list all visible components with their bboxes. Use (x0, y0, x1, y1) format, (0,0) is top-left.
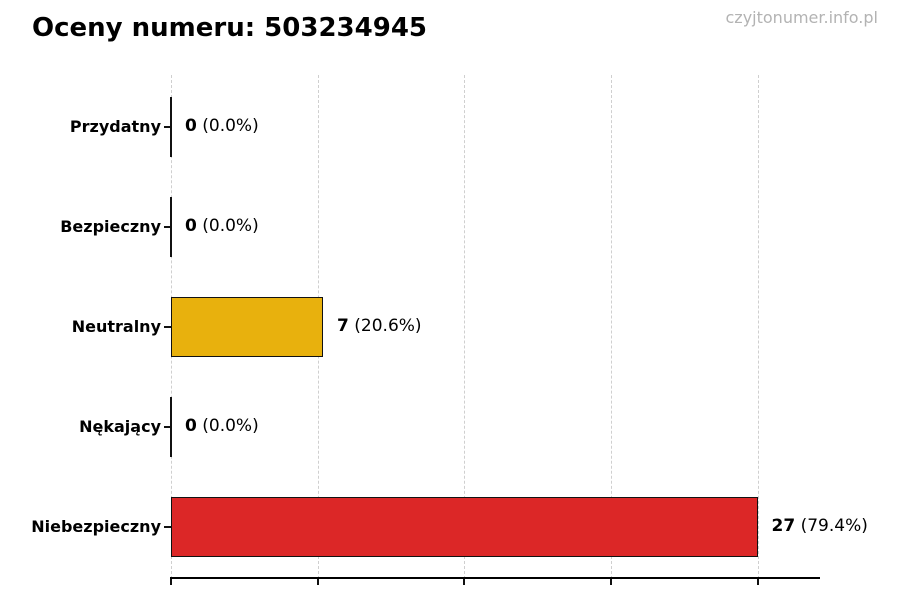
y-axis-tick (164, 226, 171, 228)
value-percent: (0.0%) (196, 216, 259, 236)
value-count: 7 (337, 316, 349, 336)
x-gridline (757, 75, 759, 579)
watermark-text: czyjtonumer.info.pl (725, 8, 879, 27)
x-gridline (464, 75, 466, 579)
bar-nękający (170, 397, 172, 457)
bar-niebezpieczny (171, 497, 758, 557)
value-percent: (20.6%) (348, 316, 422, 336)
x-axis-tick (463, 579, 466, 585)
x-axis-tick (170, 579, 172, 585)
x-axis-tick (756, 579, 759, 585)
value-count: 0 (185, 416, 197, 436)
category-label: Nękający (79, 417, 161, 436)
bar-przydatny (170, 97, 172, 157)
category-label: Niebezpieczny (31, 517, 161, 536)
value-count: 0 (185, 116, 197, 136)
bar-neutralny (171, 297, 324, 357)
bar-bezpieczny (170, 197, 172, 257)
chart-title: Oceny numeru: 503234945 (32, 13, 428, 43)
value-percent: (79.4%) (795, 516, 868, 536)
x-axis-tick (316, 579, 319, 585)
x-axis-tick (609, 579, 612, 585)
value-percent: (0.0%) (196, 116, 259, 136)
category-label: Bezpieczny (60, 217, 161, 236)
y-axis-tick (164, 126, 171, 128)
x-axis-line (170, 577, 820, 579)
category-label: Neutralny (71, 317, 161, 336)
y-axis-tick (164, 426, 171, 428)
value-label: 7 (20.6%) (337, 316, 422, 336)
value-label: 27 (79.4%) (772, 516, 868, 536)
value-label: 0 (0.0%) (185, 216, 259, 236)
y-axis-tick (164, 326, 171, 328)
value-label: 0 (0.0%) (185, 116, 259, 136)
x-gridline (610, 75, 612, 579)
value-count: 0 (185, 216, 197, 236)
value-count: 27 (771, 516, 796, 536)
y-axis-tick (164, 526, 171, 528)
value-label: 0 (0.0%) (185, 416, 259, 436)
value-percent: (0.0%) (196, 416, 259, 436)
category-label: Przydatny (69, 117, 161, 136)
